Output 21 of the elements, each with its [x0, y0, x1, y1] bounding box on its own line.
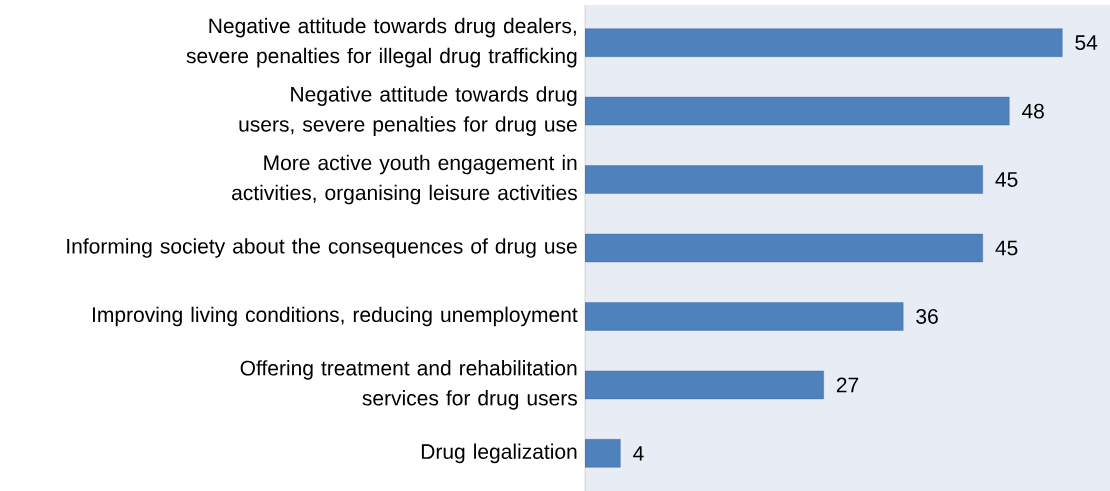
- bar: [585, 165, 983, 194]
- y-tick-label: Negative attitude towards drug dealers, severe penalties for illegal drug trafficking: [186, 17, 577, 68]
- data-label: 36: [916, 309, 938, 324]
- bar: [585, 233, 983, 263]
- y-tick-label: More active youth engagement in activities, organising leisure activities: [232, 154, 577, 205]
- y-tick-label: Offering treatment and rehabilitation services for drug users: [240, 360, 577, 410]
- data-label: 27: [836, 377, 859, 393]
- data-label: 48: [1021, 103, 1044, 119]
- data-label: 54: [1075, 35, 1098, 50]
- data-label: 45: [995, 172, 1018, 187]
- bar: [585, 96, 1010, 126]
- data-label: 45: [995, 240, 1018, 256]
- y-tick-label: Negative attitude towards drug users, severe penalties for drug use: [239, 86, 577, 136]
- y-tick-label: Informing society about the consequences of drug use: [67, 238, 577, 258]
- bar: [585, 28, 1063, 57]
- bar: [585, 439, 621, 468]
- bar: [585, 302, 904, 331]
- data-label: 4: [633, 446, 644, 461]
- y-tick-label: Improving living conditions, reducing unemployment: [92, 306, 578, 327]
- y-tick-label: Drug legalization: [421, 443, 577, 464]
- bar: [585, 370, 824, 400]
